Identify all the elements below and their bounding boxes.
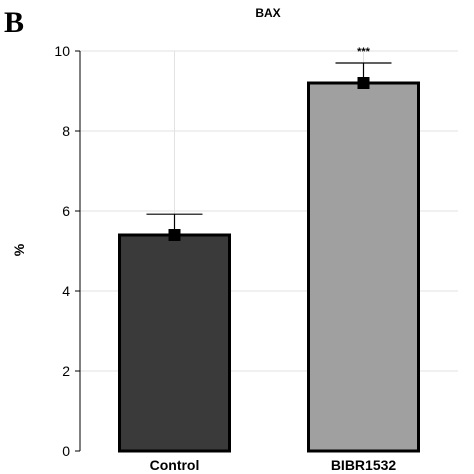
mean-marker xyxy=(168,229,181,241)
y-tick-label: 10 xyxy=(54,43,70,59)
bar xyxy=(307,81,420,453)
y-tick-label: 4 xyxy=(62,283,70,299)
y-tick-label: 8 xyxy=(62,123,70,139)
y-tick-label: 2 xyxy=(62,363,70,379)
mean-marker xyxy=(357,77,370,89)
y-tick-label: 6 xyxy=(62,203,70,219)
bar xyxy=(118,233,231,453)
x-tick-label: BIBR1532 xyxy=(331,457,397,473)
x-tick-labels: Control BIBR1532 xyxy=(150,457,397,473)
significance-label: *** xyxy=(357,46,371,58)
bars: *** xyxy=(118,46,420,453)
panel-letter: B xyxy=(4,6,24,39)
y-tick-label: 0 xyxy=(62,443,70,459)
axes xyxy=(75,50,81,452)
y-axis-label: % xyxy=(11,243,27,256)
y-tick-labels: 0 2 4 6 8 10 xyxy=(54,43,70,459)
chart-title: BAX xyxy=(255,6,280,20)
x-tick-label: Control xyxy=(150,457,200,473)
